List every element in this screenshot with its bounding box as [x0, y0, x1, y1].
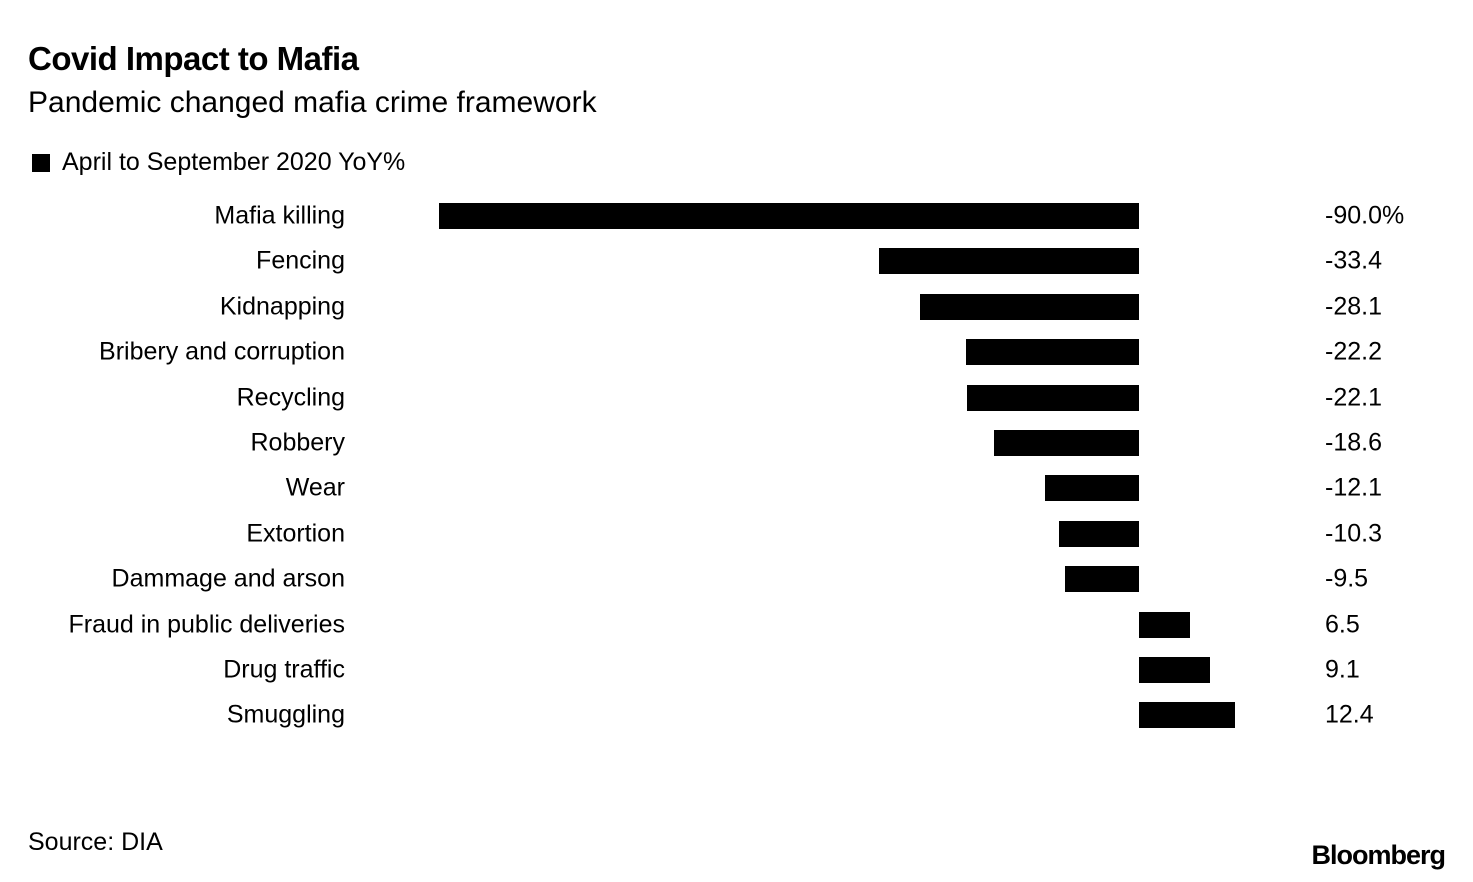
category-label: Kidnapping [219, 292, 345, 321]
bar [879, 248, 1139, 275]
bar [994, 430, 1139, 456]
category-label: Recycling [236, 383, 345, 412]
bar [1139, 611, 1190, 638]
value-label: -22.2 [1325, 337, 1382, 366]
legend-swatch [32, 153, 50, 172]
category-label: Dammage and arson [111, 564, 345, 593]
category-label: Wear [285, 473, 345, 502]
category-label: Fraud in public deliveries [68, 610, 345, 639]
category-label: Drug traffic [223, 655, 345, 684]
bar [966, 339, 1139, 366]
value-label: -33.4 [1325, 246, 1382, 275]
chart-title: Covid Impact to Mafia [28, 40, 359, 77]
category-label: Mafia killing [214, 201, 345, 230]
bar [967, 384, 1139, 411]
bar [1065, 566, 1139, 593]
value-label: 12.4 [1325, 700, 1374, 729]
value-label: -10.3 [1325, 519, 1382, 548]
category-label: Robbery [250, 428, 346, 457]
value-label: -22.1 [1325, 383, 1382, 412]
bar [1139, 702, 1236, 729]
bar [1044, 475, 1139, 502]
value-label: -9.5 [1325, 564, 1369, 593]
bar [1058, 520, 1139, 547]
bar [439, 203, 1139, 229]
value-label: -90.0% [1325, 201, 1405, 230]
legend: April to September 2020 YoY% [32, 148, 405, 177]
value-label: 6.5 [1325, 610, 1360, 639]
bloomberg-logo: Bloomberg [1311, 840, 1446, 870]
source-note: Source: DIA [28, 828, 163, 856]
value-label: -12.1 [1325, 473, 1382, 502]
category-label: Extortion [246, 519, 345, 548]
value-label: -28.1 [1325, 292, 1382, 321]
category-label: Smuggling [226, 700, 345, 729]
category-label: Bribery and corruption [99, 337, 345, 366]
legend-label: April to September 2020 YoY% [62, 148, 406, 176]
bar [920, 293, 1139, 320]
chart-subtitle: Pandemic changed mafia crime framework [28, 86, 597, 119]
value-label: -18.6 [1325, 428, 1382, 457]
value-label: 9.1 [1325, 655, 1360, 684]
category-label: Fencing [256, 246, 345, 275]
bar [1139, 657, 1210, 683]
